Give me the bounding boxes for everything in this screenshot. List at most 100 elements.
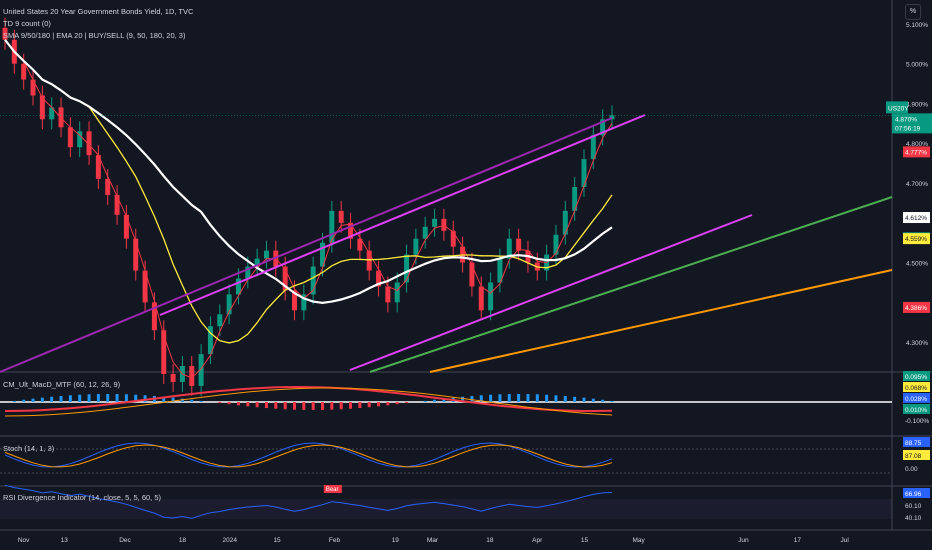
rsi-title[interactable]: RSI Divergence Indicator (14, close, 5, …	[3, 493, 161, 502]
candle	[590, 135, 596, 160]
candle	[366, 250, 372, 271]
td9-indicator-label[interactable]: TD 9 count (0)	[3, 19, 51, 28]
price-tick-label: 4.500%	[906, 261, 928, 268]
time-tick-label: 18	[486, 537, 494, 544]
rsi-band	[0, 499, 892, 519]
candle	[86, 131, 92, 156]
macd-histogram-bar	[50, 396, 54, 402]
pane-label-box	[903, 382, 930, 392]
macd-histogram-bar	[367, 402, 371, 408]
candle	[478, 286, 484, 311]
macd-histogram-bar	[517, 394, 521, 402]
macd-histogram-bar	[143, 395, 147, 402]
candle	[105, 179, 111, 195]
time-tick-label: 13	[61, 537, 69, 544]
time-axis[interactable]: Nov 13 Dec 18 2024 15 Feb 19 Mar 18 Apr 15 May Jun 17 J…	[18, 537, 850, 544]
candle	[133, 238, 139, 271]
pane-label-text: 40.10	[905, 515, 922, 522]
pane-label-text: 0.00	[905, 466, 918, 473]
pane-label-text: 88.75	[905, 440, 922, 447]
macd-histogram-bar	[386, 402, 390, 406]
stoch-pane[interactable]	[0, 442, 892, 474]
price-label-box	[903, 146, 930, 158]
price-tick-label: 5.000%	[906, 62, 928, 69]
price-label-text: 4.559%	[905, 236, 927, 243]
trend-line	[0, 117, 613, 373]
price-label-text: 4.777%	[905, 149, 927, 156]
pane-label-text: -0.100%	[905, 418, 929, 425]
price-label-box	[903, 212, 930, 224]
macd-histogram-bar	[461, 396, 465, 402]
macd-histogram-bar	[12, 400, 16, 402]
time-tick-label: Dec	[119, 537, 131, 544]
candle	[422, 226, 428, 239]
candle	[506, 238, 512, 259]
macd-histogram-bar	[124, 394, 128, 402]
macd-histogram-bar	[339, 402, 343, 410]
price-pane[interactable]	[0, 17, 893, 396]
stoch-d-line	[4, 444, 613, 468]
macd-histogram-bar	[180, 398, 184, 402]
macd-histogram-bar	[545, 394, 549, 402]
time-tick-label: Nov	[18, 537, 30, 544]
candle	[30, 79, 36, 96]
macd-histogram-bar	[171, 397, 175, 402]
macd-histogram-bar	[526, 394, 530, 402]
pane-label-text: 87.08	[905, 453, 922, 460]
candle	[151, 302, 157, 331]
macd-histogram-bar	[395, 402, 399, 405]
macd-histogram-bar	[292, 402, 296, 410]
macd-histogram-bar	[236, 402, 240, 406]
macd-histogram-bar	[96, 394, 100, 402]
candle	[441, 218, 447, 231]
last-price-label: 4.870%	[895, 116, 917, 123]
time-tick-label: 17	[794, 537, 802, 544]
candle	[142, 270, 148, 303]
time-tick-label: Mar	[427, 537, 439, 544]
macd-histogram-bar	[246, 402, 250, 407]
trend-line	[429, 269, 893, 373]
rsi-line	[4, 484, 613, 519]
candle	[114, 194, 120, 215]
symbol-label: US20Y	[888, 105, 909, 112]
stoch-title[interactable]: Stoch (14, 1, 3)	[3, 444, 55, 453]
candle	[357, 238, 363, 251]
macd-histogram-bar	[40, 397, 44, 402]
candle	[497, 258, 503, 283]
macd-histogram-bar	[31, 398, 35, 402]
macd-histogram-bar	[377, 402, 381, 407]
candle	[553, 234, 559, 255]
macd-histogram-bar	[302, 402, 306, 410]
macd-histogram-bar	[489, 394, 493, 402]
candle	[39, 95, 45, 120]
macd-pane[interactable]	[0, 386, 892, 417]
pane-label-box	[903, 404, 930, 414]
candle	[516, 238, 522, 251]
candle	[432, 218, 438, 227]
percent-scale-button[interactable]: %	[905, 4, 921, 20]
macd-histogram-bar	[433, 399, 437, 402]
rsi-pane[interactable]: Bear	[0, 484, 892, 519]
chart-title: United States 20 Year Government Bonds Y…	[3, 7, 194, 16]
candle	[609, 115, 615, 120]
chart-background	[0, 0, 932, 531]
macd-histogram-bar	[78, 394, 82, 402]
candle	[254, 258, 260, 267]
sma-ema-indicator-label[interactable]: SMA 9/50/180 | EMA 20 | BUY/SELL (9, 50,…	[3, 31, 186, 40]
countdown-label: 07:56:19	[895, 125, 921, 132]
candle	[161, 330, 167, 374]
price-axis[interactable]: 5.100% 5.000% 4.900% 4.800% 4.700% 4.500% 4.30…	[886, 22, 932, 522]
time-tick-label: 19	[392, 537, 400, 544]
macd-histogram-bar	[442, 398, 446, 402]
macd-histogram-bar	[283, 402, 287, 410]
macd-histogram-bar	[274, 402, 278, 409]
last-price-box	[892, 113, 932, 134]
price-tick-label: 4.700%	[906, 181, 928, 188]
price-label-text: 4.612%	[905, 215, 927, 222]
time-tick-label: 15	[273, 537, 281, 544]
macd-histogram-bar	[59, 395, 63, 402]
macd-title[interactable]: CM_Ult_MacD_MTF (60, 12, 26, 9)	[3, 380, 121, 389]
candle	[348, 222, 354, 239]
candle	[413, 238, 419, 255]
candle	[320, 242, 326, 267]
